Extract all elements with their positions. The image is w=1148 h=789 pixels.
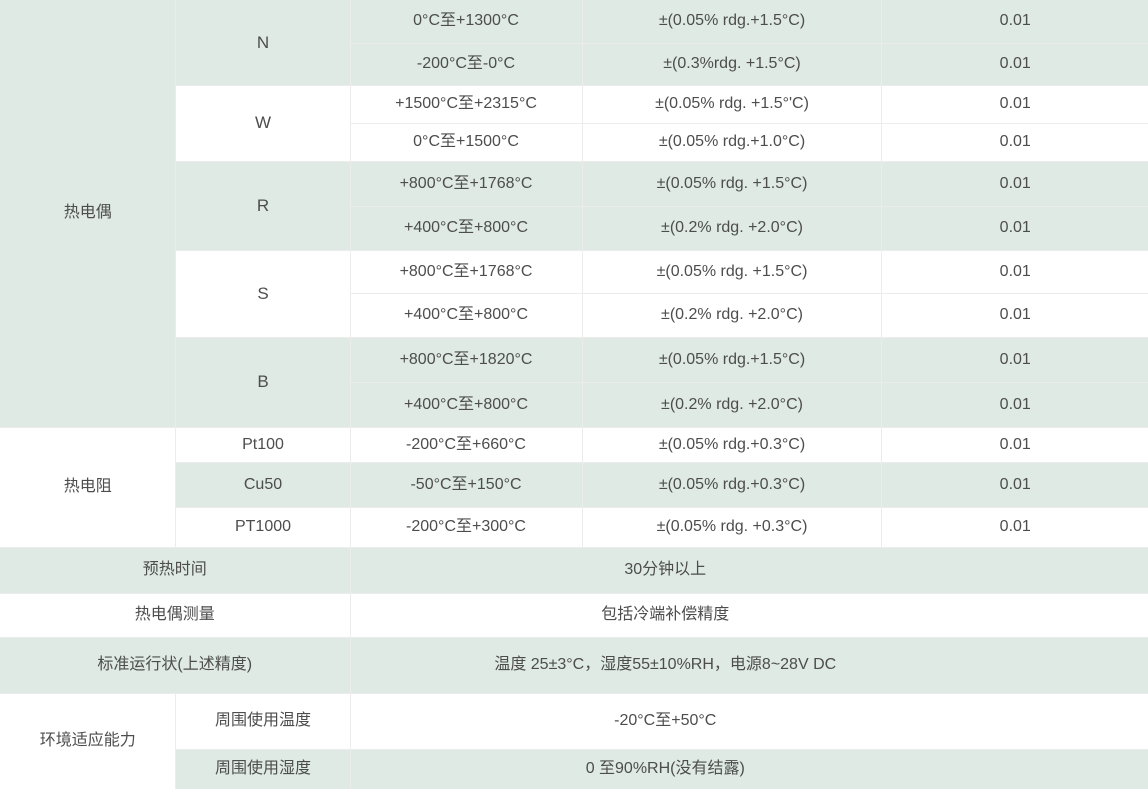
range-cell: -200°C至+300°C <box>349 506 583 548</box>
accuracy-cell: ±(0.05% rdg.+0.3°C) <box>581 426 883 463</box>
accuracy-cell: ±(0.3%rdg. +1.5°C) <box>581 42 883 86</box>
table-row: -200°C至-0°C ±(0.3%rdg. +1.5°C) 0.01 <box>0 42 1148 86</box>
spec-value-cell: 0 至90%RH(没有结露) <box>349 748 1148 789</box>
resolution-cell: 0.01 <box>881 160 1148 207</box>
accuracy-cell: ±(0.05% rdg.+0.3°C) <box>581 461 883 508</box>
type-cell-s: S <box>175 249 351 338</box>
range-cell: +1500°C至+2315°C <box>349 84 583 124</box>
range-cell: +400°C至+800°C <box>349 292 583 338</box>
resolution-cell: 0.01 <box>881 0 1148 44</box>
range-cell: -50°C至+150°C <box>349 461 583 508</box>
type-cell-r: R <box>175 160 351 251</box>
range-cell: -200°C至-0°C <box>349 42 583 86</box>
category-cell-environment: 环境适应能力 <box>0 692 177 789</box>
spec-value-cell: -20°C至+50°C <box>349 692 1148 750</box>
table-row: 周围使用湿度 0 至90%RH(没有结露) <box>0 748 1148 789</box>
table-row: +400°C至+800°C ±(0.2% rdg. +2.0°C) 0.01 <box>0 292 1148 338</box>
table-row: 热电偶测量 包括冷端补偿精度 <box>0 592 1148 638</box>
range-cell: +800°C至+1768°C <box>349 249 583 294</box>
category-cell-thermocouple: 热电偶 <box>0 0 177 428</box>
spec-value-cell: 包括冷端补偿精度 <box>349 592 1148 638</box>
type-cell-b: B <box>175 336 351 428</box>
range-cell: 0°C至+1500°C <box>349 122 583 162</box>
resolution-cell: 0.01 <box>881 461 1148 508</box>
table-row: 标准运行状(上述精度) 温度 25±3°C，湿度55±10%RH，电源8~28V… <box>0 636 1148 694</box>
table-row: B +800°C至+1820°C ±(0.05% rdg.+1.5°C) 0.0… <box>0 336 1148 428</box>
type-cell-n: N <box>175 0 351 86</box>
type-cell-pt1000: PT1000 <box>175 506 351 548</box>
accuracy-cell: ±(0.2% rdg. +2.0°C) <box>581 205 883 251</box>
accuracy-cell: ±(0.05% rdg. +1.5°C) <box>581 160 883 207</box>
spec-label-cell-warmup: 预热时间 <box>0 546 351 594</box>
table-row: W +1500°C至+2315°C ±(0.05% rdg. +1.5°'C) … <box>0 84 1148 162</box>
accuracy-cell: ±(0.2% rdg. +2.0°C) <box>581 381 883 428</box>
table-row: S +800°C至+1768°C ±(0.05% rdg. +1.5°C) 0.… <box>0 249 1148 338</box>
spec-label-cell-ambient-temp: 周围使用温度 <box>175 692 351 750</box>
category-cell-rtd: 热电阻 <box>0 426 177 548</box>
spec-label-cell-standard-conditions: 标准运行状(上述精度) <box>0 636 351 694</box>
accuracy-cell: ±(0.05% rdg.+1.5°C) <box>581 336 883 383</box>
accuracy-cell: ±(0.2% rdg. +2.0°C) <box>581 292 883 338</box>
resolution-cell: 0.01 <box>881 292 1148 338</box>
range-cell: +400°C至+800°C <box>349 205 583 251</box>
spec-label-cell-tc-measure: 热电偶测量 <box>0 592 351 638</box>
type-cell-w: W <box>175 84 351 162</box>
range-cell: +800°C至+1820°C <box>349 336 583 383</box>
table-row: 环境适应能力 周围使用温度 -20°C至+50°C <box>0 692 1148 789</box>
resolution-cell: 0.01 <box>881 205 1148 251</box>
range-cell: +400°C至+800°C <box>349 381 583 428</box>
table-row: 热电阻 Pt100 -200°C至+660°C ±(0.05% rdg.+0.3… <box>0 426 1148 548</box>
table-row: 预热时间 30分钟以上 <box>0 546 1148 594</box>
accuracy-cell: ±(0.05% rdg. +1.5°C) <box>581 249 883 294</box>
accuracy-cell: ±(0.05% rdg. +0.3°C) <box>581 506 883 548</box>
resolution-cell: 0.01 <box>881 426 1148 463</box>
accuracy-cell: ±(0.05% rdg.+1.0°C) <box>581 122 883 162</box>
table-row: +400°C至+800°C ±(0.2% rdg. +2.0°C) 0.01 <box>0 205 1148 251</box>
range-cell: -200°C至+660°C <box>349 426 583 463</box>
type-cell-pt100: Pt100 <box>175 426 351 463</box>
spec-value-cell: 30分钟以上 <box>349 546 1148 594</box>
range-cell: 0°C至+1300°C <box>349 0 583 44</box>
range-cell: +800°C至+1768°C <box>349 160 583 207</box>
resolution-cell: 0.01 <box>881 506 1148 548</box>
resolution-cell: 0.01 <box>881 42 1148 86</box>
resolution-cell: 0.01 <box>881 122 1148 162</box>
table-row: 热电偶 N 0°C至+1300°C ±(0.05% rdg.+1.5°C) 0.… <box>0 0 1148 428</box>
resolution-cell: 0.01 <box>881 336 1148 383</box>
accuracy-cell: ±(0.05% rdg. +1.5°'C) <box>581 84 883 124</box>
type-cell-cu50: Cu50 <box>175 461 351 508</box>
spec-label-cell-ambient-humidity: 周围使用湿度 <box>175 748 351 789</box>
table-row: +400°C至+800°C ±(0.2% rdg. +2.0°C) 0.01 <box>0 381 1148 428</box>
resolution-cell: 0.01 <box>881 249 1148 294</box>
accuracy-cell: ±(0.05% rdg.+1.5°C) <box>581 0 883 44</box>
spec-value-cell: 温度 25±3°C，湿度55±10%RH，电源8~28V DC <box>349 636 1148 694</box>
table-row: R +800°C至+1768°C ±(0.05% rdg. +1.5°C) 0.… <box>0 160 1148 251</box>
resolution-cell: 0.01 <box>881 84 1148 124</box>
table-row: 0°C至+1500°C ±(0.05% rdg.+1.0°C) 0.01 <box>0 122 1148 162</box>
resolution-cell: 0.01 <box>881 381 1148 428</box>
